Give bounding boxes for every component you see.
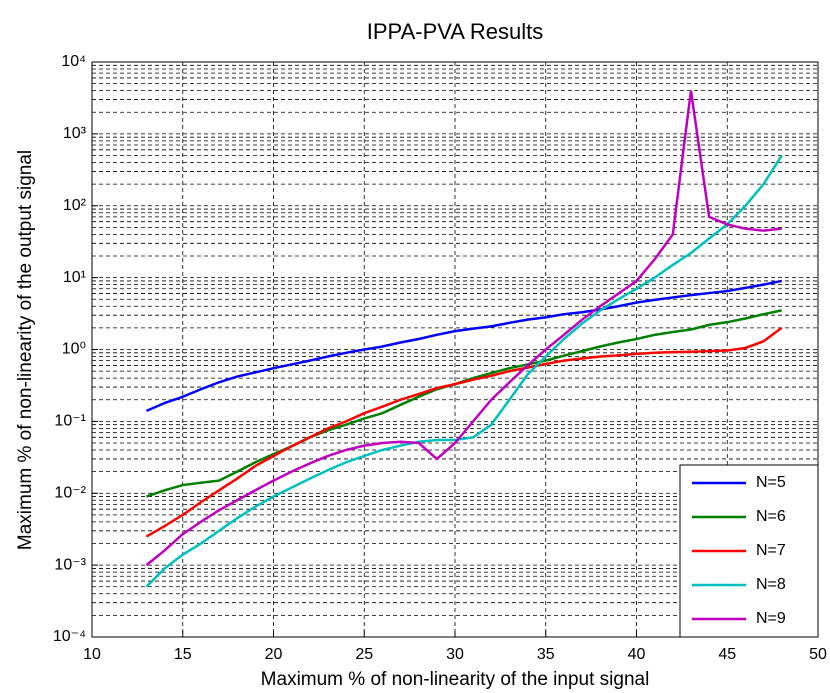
legend-label: N=6 <box>756 508 786 525</box>
legend-label: N=7 <box>756 542 786 559</box>
plot-frame <box>91 61 819 638</box>
y-tick-label: 10³ <box>63 125 87 142</box>
y-axis-label: Maximum % of non-linearity of the output… <box>15 150 36 550</box>
y-tick-label: 10¹ <box>63 269 86 286</box>
y-tick-label: 10⁴ <box>61 53 86 70</box>
y-tick-label: 10⁻¹ <box>54 413 86 430</box>
legend-label: N=8 <box>756 576 786 593</box>
x-tick-label: 25 <box>355 646 373 663</box>
x-tick-label: 15 <box>174 646 192 663</box>
x-tick-label: 20 <box>265 646 283 663</box>
y-tick-label: 10⁻³ <box>54 556 86 573</box>
series-line <box>145 154 783 588</box>
x-tick-label: 40 <box>628 646 646 663</box>
chart-title: IPPA-PVA Results <box>367 19 543 44</box>
x-tick-label: 30 <box>446 646 464 663</box>
x-axis-label: Maximum % of non-linearity of the input … <box>261 669 650 690</box>
y-tick-label: 10² <box>63 197 87 214</box>
legend-label: N=9 <box>756 610 786 627</box>
x-tick-label: 50 <box>809 646 827 663</box>
x-tick-label: 45 <box>718 646 736 663</box>
series-line <box>145 279 782 413</box>
series-line <box>145 326 783 538</box>
x-tick-label: 35 <box>537 646 555 663</box>
y-tick-label: 10⁰ <box>62 341 86 358</box>
x-tick-label: 10 <box>83 646 101 663</box>
legend-label: N=5 <box>756 474 786 491</box>
y-tick-label: 10⁻² <box>54 484 86 501</box>
series-line <box>145 90 782 567</box>
y-tick-label: 10⁻⁴ <box>53 628 86 645</box>
